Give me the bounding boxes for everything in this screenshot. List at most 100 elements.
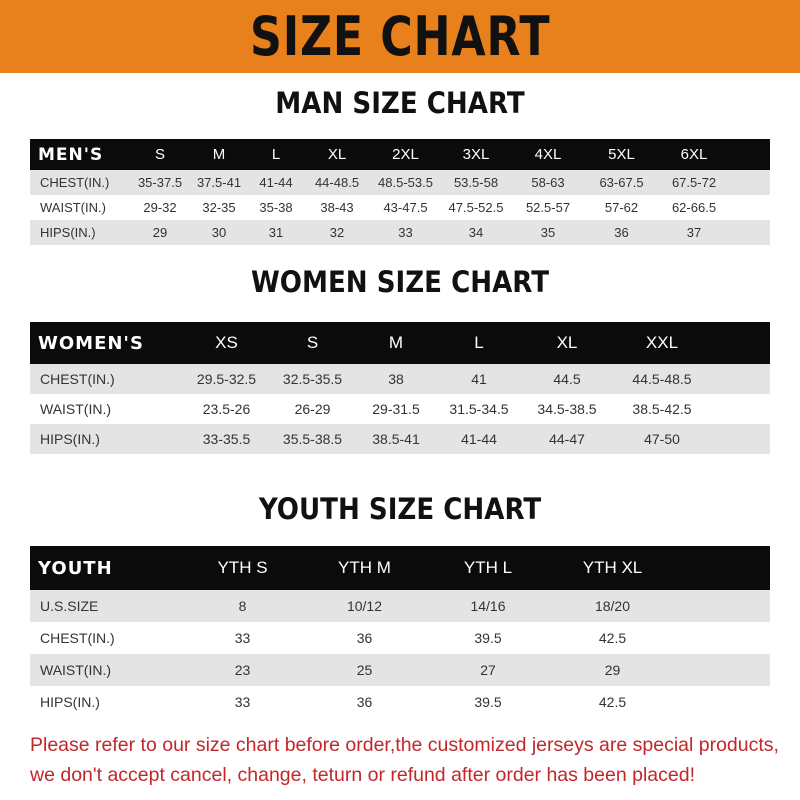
- size-header: M: [355, 322, 437, 364]
- measurement-cell: 41: [437, 364, 521, 394]
- men-section-title: MAN SIZE CHART: [275, 86, 525, 120]
- table-row: HIPS(IN.) 33 36 39.5 42.5: [30, 686, 770, 718]
- row-filler: [730, 220, 770, 245]
- measurement-cell: 30: [190, 220, 248, 245]
- measurement-cell: 33: [234, 694, 251, 710]
- size-header: YTH S: [182, 546, 303, 590]
- measurement-cell: 38.5-41: [355, 424, 437, 454]
- women-section-title: WOMEN SIZE CHART: [251, 265, 549, 299]
- table-row: U.S.SIZE 8 10/12 14/16 18/20: [30, 590, 770, 622]
- row-filler: [711, 424, 770, 454]
- row-label: CHEST(IN.): [30, 170, 130, 195]
- measurement-cell: 33-35.5: [183, 424, 270, 454]
- table-row: HIPS(IN.) 33-35.5 35.5-38.5 38.5-41 41-44 44-…: [30, 424, 770, 454]
- measurement-cell: 43-47.5: [383, 200, 428, 215]
- measurement-cell: 48.5-53.5: [370, 170, 441, 195]
- row-filler: [711, 364, 770, 394]
- men-size-table: MEN'S S M L XL 2XL 3XL 4XL 5XL 6XL CHEST(IN.) 35-37…: [30, 139, 770, 245]
- measurement-cell: 38.5-42.5: [632, 401, 692, 417]
- size-header: S: [270, 322, 355, 364]
- header-filler: [711, 322, 770, 364]
- size-header: XL: [521, 322, 613, 364]
- row-label: HIPS(IN.): [40, 694, 100, 710]
- table-row: WAIST(IN.) 23 25 27 29: [30, 654, 770, 686]
- measurement-cell: 33: [234, 630, 251, 646]
- header-row: MEN'S S M L XL 2XL 3XL 4XL 5XL 6XL: [30, 139, 770, 170]
- row-label: WAIST(IN.): [40, 200, 106, 215]
- measurement-cell: 14/16: [426, 590, 550, 622]
- size-header: 4XL: [511, 139, 585, 170]
- measurement-cell: 52.5-57: [525, 200, 571, 215]
- measurement-cell: 26-29: [294, 401, 331, 417]
- notice-line-2: we don't accept cancel, change, teturn o…: [30, 764, 695, 786]
- header-row: YOUTH YTH S YTH M YTH L YTH XL: [30, 546, 770, 590]
- measurement-cell: 53.5-58: [441, 170, 511, 195]
- measurement-cell: 31.5-34.5: [449, 401, 509, 417]
- measurement-cell: 57-62: [604, 200, 639, 215]
- measurement-cell: 29-32: [143, 200, 177, 215]
- size-header: XS: [183, 322, 270, 364]
- measurement-cell: 32.5-35.5: [270, 364, 355, 394]
- measurement-cell: 41-44: [248, 170, 304, 195]
- banner-title: SIZE CHART: [249, 5, 551, 68]
- measurement-cell: 32-35: [202, 200, 236, 215]
- table-header-label: YOUTH: [30, 546, 182, 590]
- notice-line-1: Please refer to our size chart before or…: [30, 734, 779, 756]
- row-filler: [675, 686, 770, 718]
- youth-size-table: YOUTH YTH S YTH M YTH L YTH XL U.S.SIZE 8 10/12…: [30, 546, 770, 718]
- measurement-cell: 23.5-26: [202, 401, 251, 417]
- measurement-cell: 36: [585, 220, 658, 245]
- women-size-table: WOMEN'S XS S M L XL XXL CHEST(IN.) 29.5-32.5 32.5…: [30, 322, 770, 454]
- table-row: WAIST(IN.) 23.5-26 26-29 29-31.5 31.5-34.5 34…: [30, 394, 770, 424]
- measurement-cell: 37.5-41: [190, 170, 248, 195]
- table-row: HIPS(IN.) 29 30 31 32 33 34 35 36 37: [30, 220, 770, 245]
- measurement-cell: 44-47: [521, 424, 613, 454]
- measurement-cell: 36: [356, 694, 373, 710]
- size-header: L: [248, 139, 304, 170]
- row-label: CHEST(IN.): [40, 630, 115, 646]
- measurement-cell: 39.5: [474, 694, 502, 710]
- row-filler: [711, 394, 770, 424]
- table-row: CHEST(IN.) 29.5-32.5 32.5-35.5 38 41 44.5 44.5…: [30, 364, 770, 394]
- size-header: 2XL: [370, 139, 441, 170]
- measurement-cell: 36: [356, 630, 373, 646]
- table-header-label: MEN'S: [30, 139, 130, 170]
- size-header: 5XL: [585, 139, 658, 170]
- header-filler: [675, 546, 770, 590]
- measurement-cell: 63-67.5: [585, 170, 658, 195]
- size-header: YTH L: [426, 546, 550, 590]
- measurement-cell: 32: [304, 220, 370, 245]
- row-label: HIPS(IN.): [30, 424, 183, 454]
- measurement-cell: 31: [248, 220, 304, 245]
- table-row: CHEST(IN.) 35-37.5 37.5-41 41-44 44-48.5 48.5…: [30, 170, 770, 195]
- table-row: WAIST(IN.) 29-32 32-35 35-38 38-43 43-47.5 47.…: [30, 195, 770, 220]
- size-header: 3XL: [441, 139, 511, 170]
- measurement-cell: 44-48.5: [304, 170, 370, 195]
- measurement-cell: 35-38: [259, 200, 293, 215]
- measurement-cell: 37: [658, 220, 730, 245]
- size-header: XL: [304, 139, 370, 170]
- measurement-cell: 25: [303, 654, 426, 686]
- measurement-cell: 35.5-38.5: [270, 424, 355, 454]
- measurement-cell: 29: [550, 654, 675, 686]
- measurement-cell: 35-37.5: [130, 170, 190, 195]
- measurement-cell: 44.5-48.5: [613, 364, 711, 394]
- measurement-cell: 29.5-32.5: [183, 364, 270, 394]
- row-filler: [730, 195, 770, 220]
- row-label: WAIST(IN.): [40, 401, 112, 417]
- measurement-cell: 8: [182, 590, 303, 622]
- table-row: CHEST(IN.) 33 36 39.5 42.5: [30, 622, 770, 654]
- row-label: U.S.SIZE: [30, 590, 182, 622]
- size-header: 6XL: [658, 139, 730, 170]
- size-header: YTH XL: [550, 546, 675, 590]
- row-filler: [675, 654, 770, 686]
- measurement-cell: 44.5: [521, 364, 613, 394]
- measurement-cell: 35: [511, 220, 585, 245]
- header-filler: [730, 139, 770, 170]
- size-header: XXL: [613, 322, 711, 364]
- row-label: HIPS(IN.): [30, 220, 130, 245]
- measurement-cell: 33: [370, 220, 441, 245]
- row-filler: [675, 590, 770, 622]
- measurement-cell: 29-31.5: [372, 401, 420, 417]
- measurement-cell: 67.5-72: [658, 170, 730, 195]
